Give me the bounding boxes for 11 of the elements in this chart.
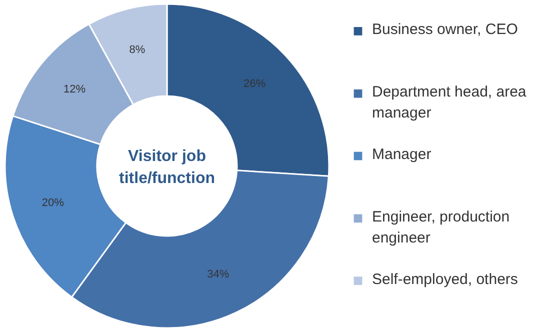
- text: Visitor job title/function: [119, 148, 215, 187]
- data-label: 8%: [129, 44, 146, 56]
- data-label: 26%: [243, 78, 266, 90]
- data-label: 20%: [42, 197, 64, 210]
- data-label: 34%: [207, 268, 230, 281]
- legend-label: Business owner, CEO: [372, 21, 518, 38]
- legend-label: Department head, area manager: [372, 84, 527, 122]
- legend-label: Self-employed, others: [372, 270, 518, 288]
- legend-label: Engineer, production engineer: [372, 208, 510, 246]
- data-label: 12%: [64, 84, 86, 96]
- legend-label: Manager: [372, 146, 432, 163]
